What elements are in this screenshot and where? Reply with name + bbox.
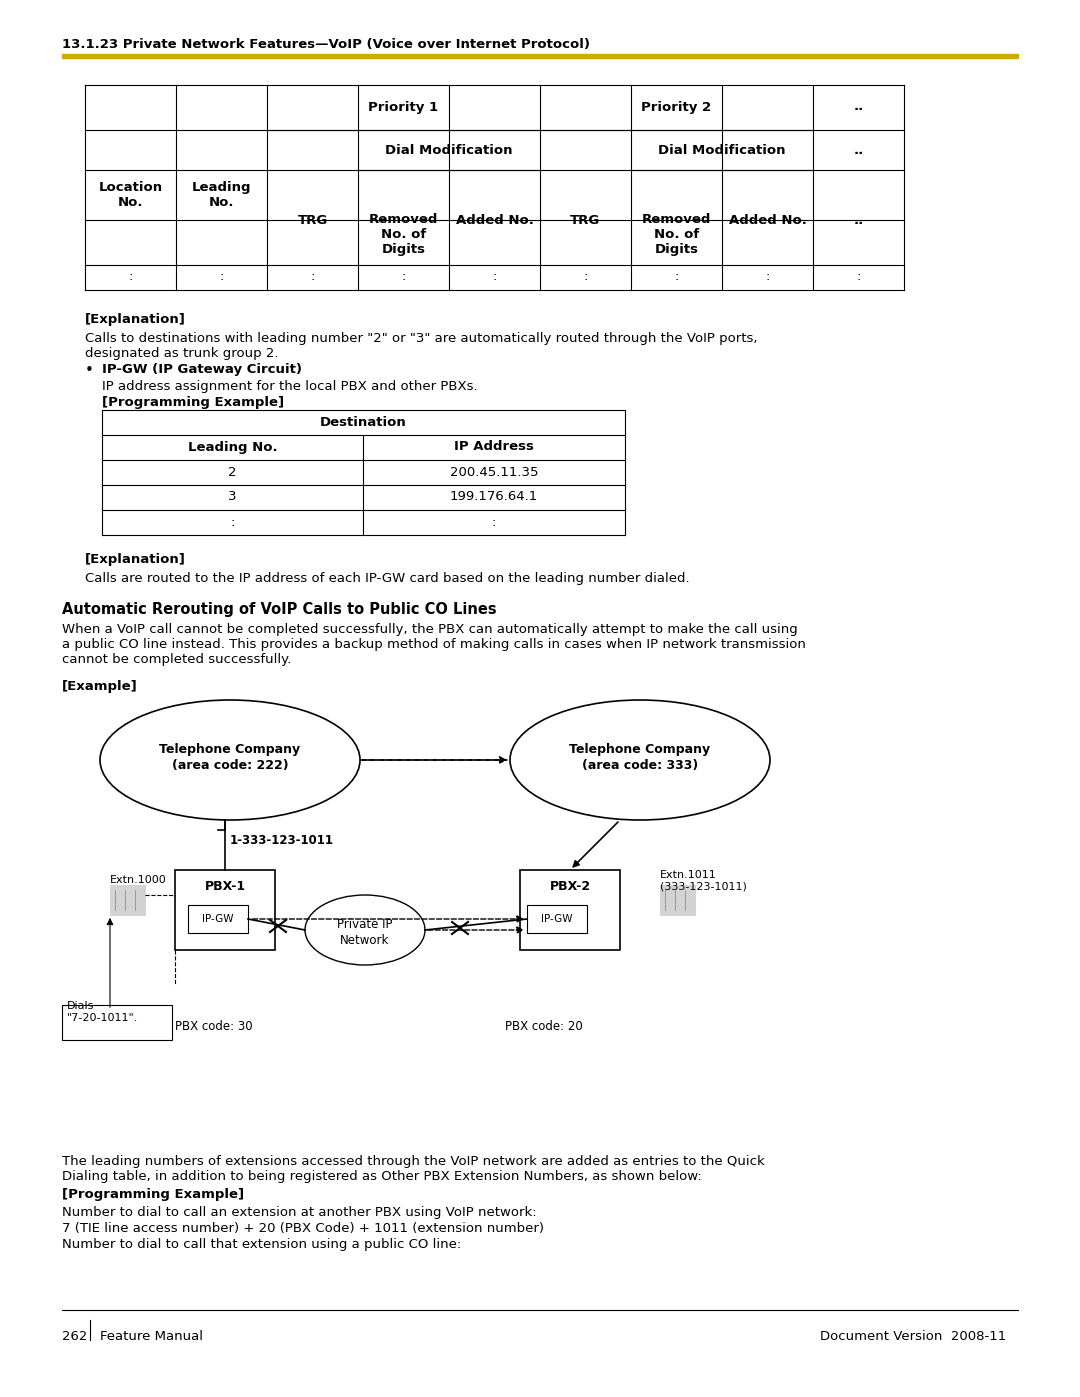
Text: IP address assignment for the local PBX and other PBXs.: IP address assignment for the local PBX … <box>102 380 477 393</box>
Text: :: : <box>129 271 133 284</box>
Text: Telephone Company: Telephone Company <box>160 743 300 757</box>
Bar <box>62 54 1018 59</box>
Text: Document Version  2008-11: Document Version 2008-11 <box>820 1330 1007 1343</box>
Bar <box>519 870 620 950</box>
Text: ..: .. <box>853 144 864 156</box>
Text: PBX-2: PBX-2 <box>550 880 591 893</box>
Text: PBX-1: PBX-1 <box>204 880 245 893</box>
Bar <box>188 905 248 933</box>
Text: [Programming Example]: [Programming Example] <box>102 395 284 409</box>
Text: [Programming Example]: [Programming Example] <box>62 1187 244 1201</box>
Text: 262: 262 <box>62 1330 87 1343</box>
Text: :: : <box>766 271 770 284</box>
Text: :: : <box>492 271 497 284</box>
Text: •: • <box>85 363 94 379</box>
Text: :: : <box>856 271 861 284</box>
Text: IP-GW (IP Gateway Circuit): IP-GW (IP Gateway Circuit) <box>102 363 302 376</box>
Text: 3: 3 <box>228 490 237 503</box>
Bar <box>527 905 588 933</box>
Bar <box>62 1004 172 1039</box>
Text: IP Address: IP Address <box>454 440 534 454</box>
Text: Leading
No.: Leading No. <box>192 182 252 210</box>
Text: Dials
"7-20-1011".: Dials "7-20-1011". <box>67 1002 138 1023</box>
Text: TRG: TRG <box>570 214 600 226</box>
Text: :: : <box>674 271 678 284</box>
Text: 2: 2 <box>228 465 237 479</box>
Text: Location
No.: Location No. <box>98 182 163 210</box>
Text: :: : <box>583 271 588 284</box>
Text: Private IP: Private IP <box>337 918 393 932</box>
Text: Dial Modification: Dial Modification <box>386 144 513 156</box>
Text: IP-GW: IP-GW <box>202 914 233 923</box>
Text: Automatic Rerouting of VoIP Calls to Public CO Lines: Automatic Rerouting of VoIP Calls to Pub… <box>62 602 497 617</box>
Text: The leading numbers of extensions accessed through the VoIP network are added as: The leading numbers of extensions access… <box>62 1155 765 1183</box>
Bar <box>110 886 145 915</box>
Text: :: : <box>402 271 406 284</box>
Text: Calls to destinations with leading number "2" or "3" are automatically routed th: Calls to destinations with leading numbe… <box>85 332 757 360</box>
Text: (area code: 333): (area code: 333) <box>582 759 698 771</box>
Text: Network: Network <box>340 933 390 947</box>
Bar <box>660 886 696 915</box>
Text: Number to dial to call that extension using a public CO line:: Number to dial to call that extension us… <box>62 1238 461 1250</box>
Text: IP-GW: IP-GW <box>541 914 572 923</box>
Text: When a VoIP call cannot be completed successfully, the PBX can automatically att: When a VoIP call cannot be completed suc… <box>62 623 806 666</box>
Text: 1-333-123-1011: 1-333-123-1011 <box>230 834 334 847</box>
Text: Added No.: Added No. <box>456 214 534 226</box>
Text: [Example]: [Example] <box>62 680 138 693</box>
Text: 200.45.11.35: 200.45.11.35 <box>449 465 538 479</box>
Text: Dial Modification: Dial Modification <box>658 144 786 156</box>
Text: Added No.: Added No. <box>729 214 807 226</box>
Text: ..: .. <box>853 214 864 226</box>
Text: Destination: Destination <box>320 415 407 429</box>
Text: [Explanation]: [Explanation] <box>85 553 186 566</box>
Text: [Explanation]: [Explanation] <box>85 313 186 326</box>
Text: :: : <box>230 515 234 528</box>
Text: 7 (TIE line access number) + 20 (PBX Code) + 1011 (extension number): 7 (TIE line access number) + 20 (PBX Cod… <box>62 1222 544 1235</box>
Text: Removed
No. of
Digits: Removed No. of Digits <box>642 212 712 256</box>
Text: :: : <box>219 271 224 284</box>
Text: Priority 1: Priority 1 <box>368 101 438 113</box>
Text: :: : <box>310 271 314 284</box>
Text: Priority 2: Priority 2 <box>642 101 712 113</box>
Text: PBX code: 20: PBX code: 20 <box>505 1020 583 1032</box>
Text: Telephone Company: Telephone Company <box>569 743 711 757</box>
Text: PBX code: 30: PBX code: 30 <box>175 1020 253 1032</box>
Bar <box>175 870 275 950</box>
Text: (area code: 222): (area code: 222) <box>172 759 288 771</box>
Text: Extn.1011
(333-123-1011): Extn.1011 (333-123-1011) <box>660 870 747 891</box>
Text: TRG: TRG <box>297 214 327 226</box>
Text: Extn.1000: Extn.1000 <box>110 875 166 886</box>
Text: Feature Manual: Feature Manual <box>100 1330 203 1343</box>
Text: Removed
No. of
Digits: Removed No. of Digits <box>368 212 438 256</box>
Text: :: : <box>491 515 496 528</box>
Text: Number to dial to call an extension at another PBX using VoIP network:: Number to dial to call an extension at a… <box>62 1206 537 1220</box>
Text: ..: .. <box>853 101 864 113</box>
Text: Leading No.: Leading No. <box>188 440 278 454</box>
Text: 199.176.64.1: 199.176.64.1 <box>450 490 538 503</box>
Text: Calls are routed to the IP address of each IP-GW card based on the leading numbe: Calls are routed to the IP address of ea… <box>85 571 690 585</box>
Text: 13.1.23 Private Network Features—VoIP (Voice over Internet Protocol): 13.1.23 Private Network Features—VoIP (V… <box>62 38 590 52</box>
